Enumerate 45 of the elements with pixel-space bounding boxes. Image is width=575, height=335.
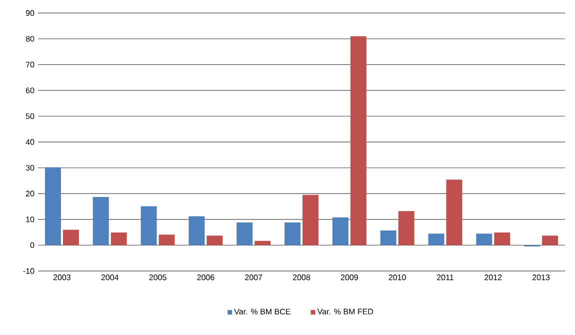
y-tick-label: 70 bbox=[26, 62, 34, 68]
y-tick-label: 50 bbox=[26, 113, 34, 120]
bar bbox=[206, 236, 223, 246]
bar bbox=[446, 180, 462, 246]
x-tick-label: 2010 bbox=[388, 274, 406, 280]
y-tick-label: 60 bbox=[26, 88, 34, 94]
bar bbox=[254, 240, 271, 246]
y-tick-label: 20 bbox=[26, 190, 34, 196]
x-tick-label: 2008 bbox=[293, 274, 310, 280]
y-tick-label: 0 bbox=[30, 242, 34, 248]
bar bbox=[494, 232, 510, 246]
y-tick-label: 80 bbox=[26, 36, 34, 42]
x-tick-label: 2009 bbox=[340, 274, 358, 280]
x-tick-label: 2006 bbox=[197, 274, 214, 280]
bar bbox=[236, 222, 253, 246]
y-tick-label: -10 bbox=[23, 268, 34, 274]
x-tick-label: 2013 bbox=[532, 274, 550, 280]
y-tick-label: 40 bbox=[26, 139, 34, 145]
x-tick-label: 2003 bbox=[53, 274, 70, 280]
x-tick-label: 2011 bbox=[437, 274, 454, 280]
bar bbox=[188, 216, 205, 246]
y-tick-label: 90 bbox=[26, 10, 34, 16]
bar bbox=[302, 194, 319, 246]
bar bbox=[380, 230, 396, 246]
legend-label: Var. % BM FED bbox=[317, 308, 374, 314]
x-tick-label: 2005 bbox=[149, 274, 166, 280]
bar bbox=[332, 217, 348, 246]
bar bbox=[398, 211, 414, 246]
bar bbox=[428, 234, 444, 246]
x-tick-label: 2012 bbox=[484, 274, 502, 280]
x-tick-label: 2004 bbox=[101, 274, 119, 280]
y-tick-label: 30 bbox=[26, 164, 34, 171]
bar bbox=[92, 196, 109, 246]
bar bbox=[542, 236, 558, 246]
bar bbox=[140, 206, 157, 246]
bar bbox=[284, 222, 301, 246]
bar bbox=[158, 234, 175, 246]
x-tick-label: 2007 bbox=[245, 274, 262, 280]
bar bbox=[44, 167, 61, 246]
bar bbox=[62, 230, 79, 246]
bar bbox=[350, 36, 366, 246]
bar bbox=[476, 234, 492, 246]
legend-label: Var. % BM BCE bbox=[234, 308, 290, 314]
y-tick-label: 10 bbox=[26, 216, 34, 222]
bar bbox=[110, 232, 127, 246]
